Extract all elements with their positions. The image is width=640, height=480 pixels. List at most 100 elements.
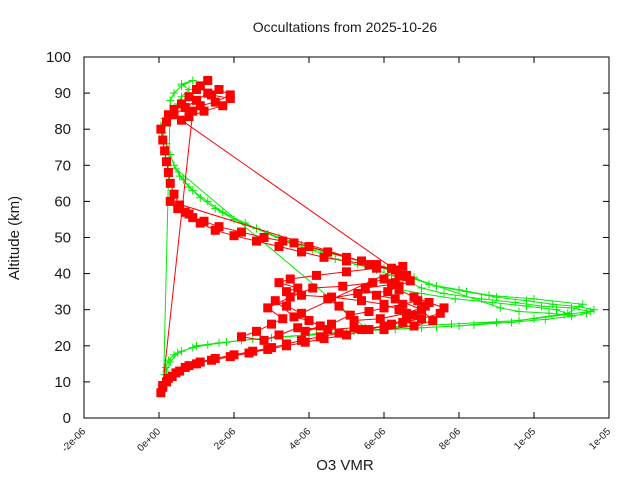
data-point-square bbox=[319, 334, 329, 344]
data-point-plus bbox=[417, 289, 426, 298]
data-point-square bbox=[225, 352, 235, 362]
data-point-square bbox=[398, 261, 408, 271]
data-point-square bbox=[334, 301, 344, 311]
data-point-square bbox=[390, 294, 400, 304]
data-point-square bbox=[158, 135, 168, 145]
data-point-plus bbox=[173, 349, 182, 358]
data-point-square bbox=[315, 321, 325, 331]
data-point-plus bbox=[203, 197, 212, 206]
data-point-square bbox=[207, 90, 216, 100]
data-point-plus bbox=[522, 302, 531, 311]
data-point-square bbox=[282, 341, 291, 351]
data-point-square bbox=[214, 222, 224, 232]
data-point-square bbox=[274, 242, 284, 252]
data-point-square bbox=[357, 296, 366, 306]
data-point-plus bbox=[560, 310, 568, 319]
data-point-plus bbox=[567, 303, 576, 312]
data-point-square bbox=[237, 332, 246, 342]
data-point-plus bbox=[166, 358, 175, 367]
data-point-plus bbox=[170, 161, 178, 170]
data-point-square bbox=[364, 307, 374, 317]
data-point-square bbox=[289, 238, 299, 248]
data-point-square bbox=[171, 368, 181, 378]
data-point-plus bbox=[177, 347, 186, 356]
data-point-square bbox=[297, 290, 306, 300]
data-point-square bbox=[353, 288, 363, 298]
data-point-square bbox=[229, 231, 239, 241]
data-point-plus bbox=[211, 204, 220, 213]
data-point-square bbox=[345, 310, 355, 320]
data-point-square bbox=[368, 278, 378, 288]
data-point-plus bbox=[188, 76, 197, 85]
data-point-plus bbox=[179, 175, 188, 184]
data-point-plus bbox=[177, 92, 186, 101]
data-point-square bbox=[225, 94, 235, 104]
data-point-square bbox=[405, 276, 415, 286]
data-point-square bbox=[334, 328, 344, 338]
y-tick-label: 20 bbox=[54, 338, 71, 355]
data-point-plus bbox=[582, 309, 591, 318]
y-tick-label: 10 bbox=[54, 374, 71, 391]
data-point-plus bbox=[166, 96, 175, 105]
data-point-square bbox=[282, 287, 291, 297]
data-point-square bbox=[342, 267, 351, 277]
data-point-square bbox=[312, 270, 321, 280]
data-point-square bbox=[192, 359, 201, 369]
data-point-plus bbox=[196, 193, 205, 202]
data-point-square bbox=[413, 296, 423, 306]
y-tick-label: 50 bbox=[54, 230, 71, 247]
data-point-square bbox=[293, 323, 303, 333]
data-point-square bbox=[163, 168, 173, 178]
data-point-plus bbox=[417, 323, 426, 332]
data-point-square bbox=[169, 189, 179, 199]
data-point-square bbox=[289, 312, 299, 322]
y-axis-label: Altitude (km) bbox=[6, 196, 23, 280]
data-point-square bbox=[342, 330, 351, 340]
data-point-square bbox=[210, 97, 220, 107]
y-tick-label: 70 bbox=[54, 157, 71, 174]
data-point-plus bbox=[578, 300, 587, 309]
data-point-square bbox=[180, 207, 190, 217]
data-point-plus bbox=[171, 164, 180, 173]
y-tick-label: 40 bbox=[54, 266, 71, 283]
data-point-plus bbox=[485, 291, 493, 300]
data-point-square bbox=[357, 325, 366, 335]
data-point-plus bbox=[455, 321, 463, 330]
data-point-plus bbox=[462, 287, 471, 296]
data-point-square bbox=[259, 335, 269, 345]
data-point-square bbox=[417, 305, 426, 315]
data-point-plus bbox=[455, 285, 463, 294]
data-point-square bbox=[293, 283, 303, 293]
data-point-plus bbox=[496, 303, 505, 312]
data-point-plus bbox=[470, 320, 478, 329]
data-point-square bbox=[267, 319, 276, 329]
data-point-plus bbox=[537, 302, 546, 311]
data-point-plus bbox=[492, 318, 501, 327]
data-point-square bbox=[214, 84, 224, 94]
data-point-plus bbox=[563, 309, 572, 318]
data-point-square bbox=[282, 301, 291, 311]
series-occultation-1 bbox=[156, 76, 598, 394]
data-point-plus bbox=[511, 298, 520, 307]
data-point-square bbox=[177, 115, 186, 125]
data-point-square bbox=[188, 213, 198, 223]
data-point-square bbox=[169, 110, 179, 120]
data-point-square bbox=[323, 247, 333, 257]
data-point-square bbox=[402, 308, 411, 318]
data-series bbox=[156, 75, 598, 398]
data-point-plus bbox=[477, 294, 486, 303]
data-point-plus bbox=[425, 280, 433, 289]
data-point-square bbox=[319, 252, 329, 262]
data-point-plus bbox=[215, 338, 223, 347]
data-point-square bbox=[394, 305, 404, 315]
data-point-plus bbox=[530, 294, 538, 303]
data-point-square bbox=[156, 388, 166, 398]
data-point-square bbox=[160, 146, 170, 156]
data-point-plus bbox=[507, 318, 516, 327]
data-point-square bbox=[300, 337, 310, 347]
data-point-square bbox=[285, 292, 295, 302]
data-point-square bbox=[259, 233, 269, 242]
data-point-plus bbox=[515, 307, 523, 316]
